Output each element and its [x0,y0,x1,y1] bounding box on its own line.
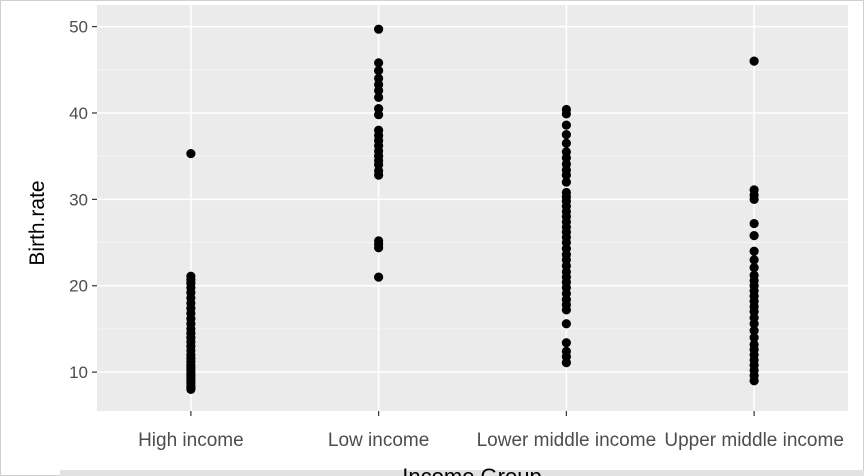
y-axis-label: Birth.rate [26,180,49,265]
data-points [186,24,759,395]
data-point [374,272,384,282]
data-point [749,218,759,229]
data-point [749,255,759,265]
data-point [561,319,571,329]
y-tick-label: 40 [69,104,88,123]
data-point [749,376,759,386]
data-point [749,319,759,329]
x-tick-labels: High income Low income Lower middle income… [138,430,844,451]
data-point [561,109,571,119]
data-point [561,129,571,140]
y-tick-label: 30 [69,190,88,209]
data-point [561,177,571,187]
data-point [374,92,384,103]
data-point [374,24,384,34]
data-point [561,120,571,130]
y-tick-label: 50 [69,18,88,37]
y-tick-label: 10 [69,363,88,382]
data-point [374,110,384,120]
y-tick-labels: 10 20 30 40 50 [69,18,88,383]
data-point [561,358,571,368]
data-point [749,194,759,204]
x-tick-label: Lower middle income [477,430,657,451]
frame-bottom-strip [60,470,864,476]
x-axis-label: Income Group [402,464,541,476]
data-point [561,138,571,148]
data-point [561,170,571,180]
x-tick-label: Low income [328,430,429,451]
data-point [749,56,759,66]
data-point [749,246,759,256]
data-point [749,231,759,241]
x-tick-label: High income [138,430,244,451]
data-point [749,326,759,336]
plot-panel [97,5,848,411]
axis-ticks [92,25,755,416]
minor-gridlines [97,69,848,330]
data-point [749,263,759,273]
data-point [561,338,571,348]
y-tick-label: 20 [69,277,88,296]
data-point [186,148,196,159]
data-point [374,58,384,68]
data-point [186,384,196,395]
data-point [374,66,384,76]
data-point [374,243,384,253]
data-point [374,85,384,96]
x-tick-label: Upper middle income [664,430,844,451]
data-point [561,305,571,315]
data-point [749,332,759,343]
data-point [374,170,384,180]
